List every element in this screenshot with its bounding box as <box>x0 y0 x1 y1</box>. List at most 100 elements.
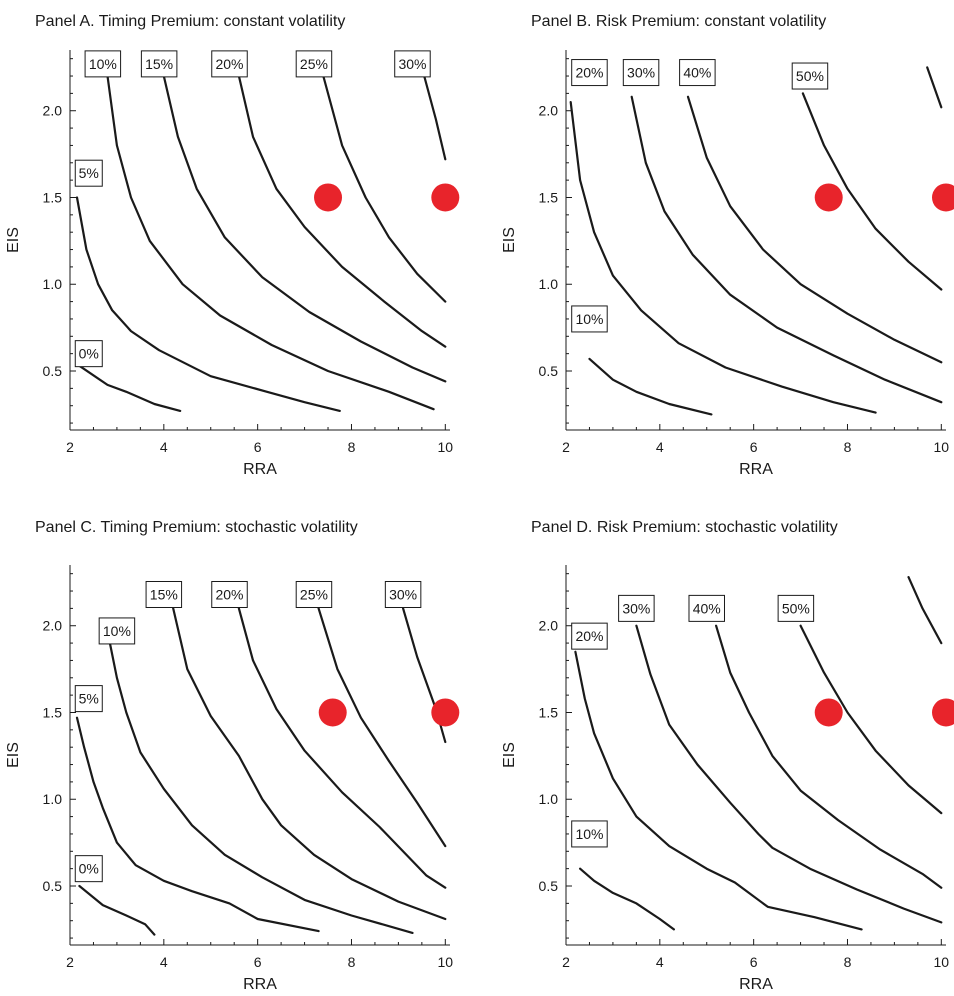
contour-line <box>317 607 447 848</box>
contour-label-box <box>571 820 608 848</box>
contour-label: 30% <box>384 580 422 608</box>
y-axis-label: EIS <box>501 227 518 253</box>
contour-label: 20% <box>211 50 248 78</box>
contour-label-text: 40% <box>683 65 711 81</box>
contour-label-text: 5% <box>79 691 99 707</box>
contour-label-box <box>211 50 248 78</box>
contour-line <box>801 92 943 291</box>
contour-label: 40% <box>688 594 725 622</box>
y-tick-label: 0.5 <box>43 363 63 379</box>
calibration-marker <box>932 183 954 212</box>
contour-line <box>588 357 713 416</box>
contour-label: 25% <box>295 50 333 78</box>
contour-label-text: 50% <box>796 68 824 84</box>
y-tick-label: 2.0 <box>43 618 63 634</box>
x-tick-label: 8 <box>844 954 852 970</box>
contour-label-box <box>211 580 248 608</box>
contour-label-text: 30% <box>389 586 417 602</box>
contour-label-text: 5% <box>79 165 99 181</box>
contour-label-box <box>74 159 103 187</box>
calibration-marker <box>431 698 460 727</box>
contour-line <box>799 624 943 815</box>
contour-label-box <box>618 594 655 622</box>
x-tick-label: 10 <box>438 954 454 970</box>
contour-label-text: 0% <box>79 861 99 877</box>
panel-b-title: Panel B. Risk Premium: constant volatili… <box>531 13 826 30</box>
panel-a: Panel A. Timing Premium: constant volati… <box>5 13 460 478</box>
contour-line <box>423 74 447 161</box>
contour-label-box <box>98 617 136 645</box>
x-tick-label: 8 <box>348 954 356 970</box>
contour-line <box>237 607 447 889</box>
contour-label: 0% <box>74 340 103 368</box>
contour-label-box <box>777 594 815 622</box>
x-tick-label: 10 <box>934 439 950 455</box>
contour-label-box <box>84 50 122 78</box>
x-tick-label: 6 <box>750 439 758 455</box>
contour-label-text: 20% <box>575 628 603 644</box>
contour-label-box <box>571 59 608 87</box>
contour-label-text: 10% <box>575 826 603 842</box>
contour-label-text: 10% <box>575 311 603 327</box>
calibration-marker <box>932 698 954 727</box>
x-tick-label: 2 <box>66 954 74 970</box>
y-tick-label: 0.5 <box>539 878 559 894</box>
contour-label-box <box>145 580 183 608</box>
y-tick-label: 1.0 <box>43 276 63 292</box>
x-tick-label: 4 <box>656 439 664 455</box>
contour-line <box>907 576 943 645</box>
contour-label: 50% <box>791 62 829 90</box>
panel-c-title: Panel C. Timing Premium: stochastic vola… <box>35 519 358 536</box>
contour-label-text: 10% <box>89 56 117 72</box>
contour-label-text: 20% <box>215 586 243 602</box>
contour-label-text: 30% <box>398 56 426 72</box>
contour-label: 5% <box>74 159 103 187</box>
contour-line <box>635 624 943 924</box>
y-tick-label: 1.5 <box>539 704 559 720</box>
contour-label-box <box>394 50 431 78</box>
contour-label: 15% <box>140 50 178 78</box>
y-axis-label: EIS <box>5 227 22 253</box>
contour-label-text: 40% <box>693 600 721 616</box>
x-axis-label: RRA <box>739 461 773 478</box>
contour-label-box <box>791 62 829 90</box>
y-tick-label: 0.5 <box>539 363 559 379</box>
y-tick-label: 0.5 <box>43 878 63 894</box>
y-tick-label: 1.0 <box>43 791 63 807</box>
contour-line <box>78 364 182 412</box>
contour-label-box <box>571 622 608 650</box>
contour-label: 30% <box>394 50 431 78</box>
x-axis-label: RRA <box>243 461 277 478</box>
contour-label-text: 25% <box>300 586 328 602</box>
x-tick-label: 10 <box>934 954 950 970</box>
contour-label-box <box>74 340 103 368</box>
contour-label: 30% <box>622 59 660 87</box>
contour-label-box <box>295 50 333 78</box>
contour-label-text: 0% <box>79 346 99 362</box>
calibration-marker <box>318 698 347 727</box>
panel-b: Panel B. Risk Premium: constant volatili… <box>501 13 954 478</box>
x-tick-label: 4 <box>656 954 664 970</box>
contour-line <box>574 650 863 931</box>
contour-line <box>569 101 877 414</box>
y-tick-label: 2.0 <box>43 103 63 119</box>
contour-line <box>75 196 341 412</box>
contour-label-box <box>679 59 716 87</box>
panel-c: Panel C. Timing Premium: stochastic vola… <box>5 519 460 993</box>
contour-line <box>108 642 414 934</box>
contour-label-box <box>622 59 660 87</box>
contour-label: 10% <box>98 617 136 645</box>
x-tick-label: 4 <box>160 954 168 970</box>
y-tick-label: 1.5 <box>539 189 559 205</box>
calibration-marker <box>314 183 343 212</box>
contour-line <box>75 716 320 933</box>
contour-label-box <box>74 685 103 713</box>
y-tick-label: 2.0 <box>539 103 559 119</box>
contour-label: 10% <box>571 820 608 848</box>
contour-label-text: 10% <box>103 623 131 639</box>
contour-label: 50% <box>777 594 815 622</box>
contour-line <box>78 884 156 936</box>
y-tick-label: 1.0 <box>539 791 559 807</box>
y-tick-label: 2.0 <box>539 618 559 634</box>
